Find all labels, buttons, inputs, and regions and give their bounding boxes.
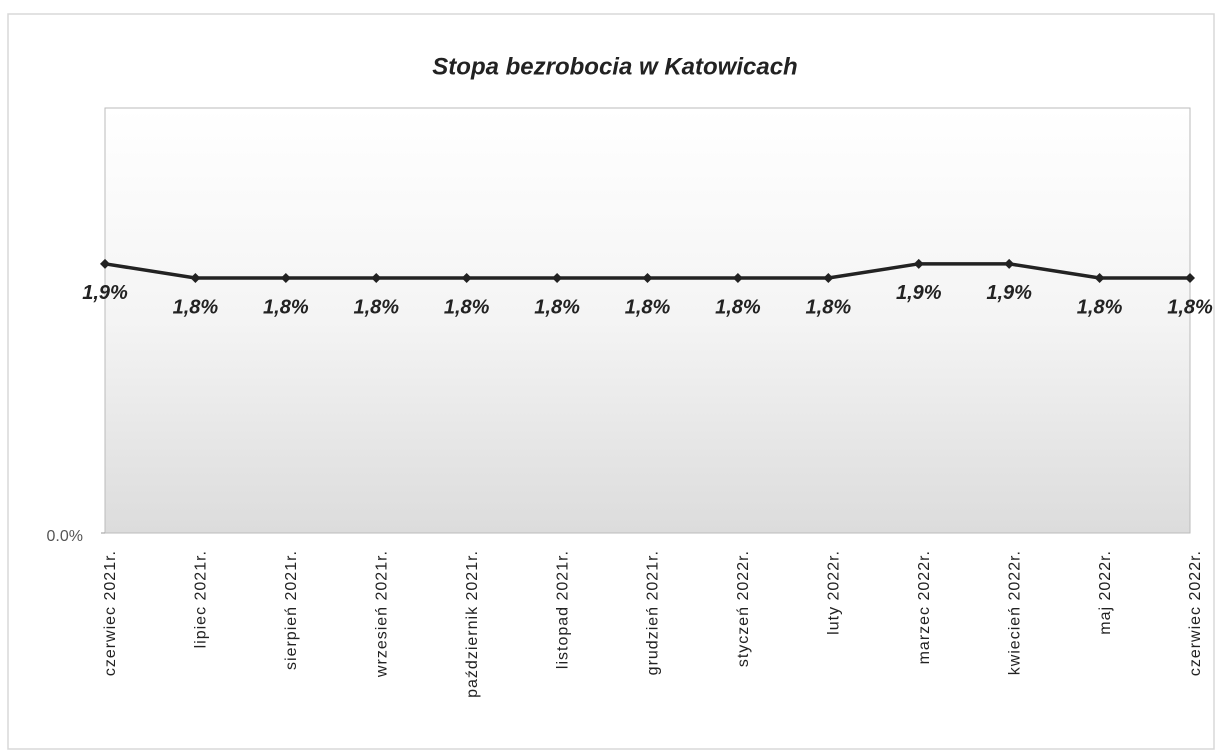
data-label: 1,8% bbox=[1167, 296, 1213, 318]
data-label: 1,8% bbox=[625, 296, 671, 318]
x-tick-label: październik 2021r. bbox=[464, 550, 481, 698]
x-tick-label: styczeń 2022r. bbox=[735, 550, 752, 667]
marker bbox=[1094, 273, 1105, 283]
data-label: 1,9% bbox=[82, 282, 128, 304]
marker bbox=[1004, 258, 1015, 269]
marker bbox=[732, 273, 743, 283]
data-label: 1,8% bbox=[715, 296, 761, 318]
x-tick-label: maj 2022r. bbox=[1097, 550, 1114, 635]
plot-area bbox=[104, 107, 1191, 534]
x-tick-label: czerwiec 2022r. bbox=[1187, 550, 1204, 676]
data-label: 1,9% bbox=[986, 282, 1032, 304]
marker bbox=[913, 258, 924, 269]
x-tick-label: sierpień 2021r. bbox=[283, 550, 300, 670]
x-tick-label: czerwiec 2021r. bbox=[102, 550, 119, 676]
chart-title: Stopa bezrobocia w Katowicach bbox=[432, 53, 797, 80]
data-label: 1,8% bbox=[353, 296, 399, 318]
marker bbox=[190, 273, 201, 283]
chart-border bbox=[7, 13, 1215, 750]
marker bbox=[1185, 273, 1195, 283]
data-label: 1,8% bbox=[173, 296, 219, 318]
marker bbox=[552, 273, 563, 283]
data-label: 1,8% bbox=[444, 296, 490, 318]
marker bbox=[280, 273, 291, 283]
data-label: 1,8% bbox=[263, 296, 309, 318]
y-tick-label: 0.0% bbox=[47, 528, 83, 545]
x-tick-label: grudzień 2021r. bbox=[645, 550, 662, 675]
x-tick-label: wrzesień 2021r. bbox=[373, 550, 390, 678]
x-tick-label: listopad 2021r. bbox=[554, 550, 571, 669]
marker bbox=[371, 273, 382, 283]
data-label: 1,8% bbox=[806, 296, 852, 318]
marker bbox=[100, 258, 110, 269]
marker bbox=[823, 273, 834, 283]
x-tick-label: marzec 2022r. bbox=[916, 550, 933, 664]
x-tick-label: lipiec 2021r. bbox=[193, 550, 210, 648]
data-label: 1,8% bbox=[534, 296, 580, 318]
data-label: 1,9% bbox=[896, 282, 942, 304]
marker bbox=[461, 273, 472, 283]
x-tick-label: luty 2022r. bbox=[826, 550, 843, 635]
data-label: 1,8% bbox=[1077, 296, 1123, 318]
x-tick-label: kwiecień 2022r. bbox=[1006, 550, 1023, 675]
marker bbox=[642, 273, 653, 283]
